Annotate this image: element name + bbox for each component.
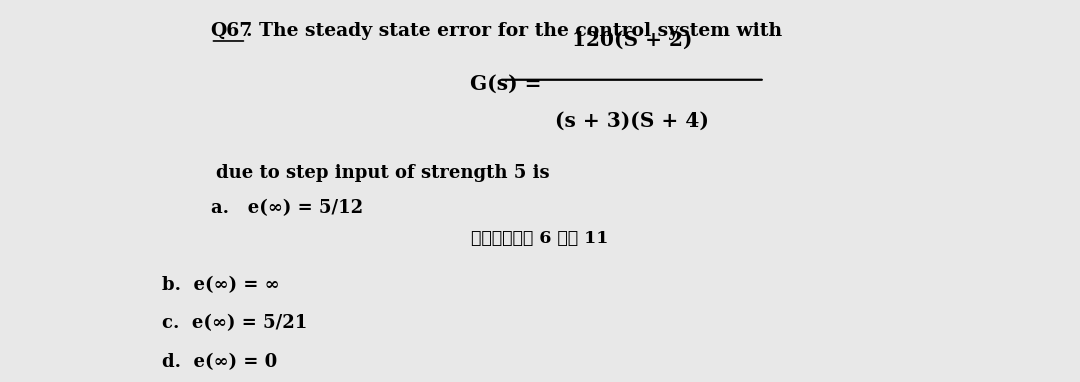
Text: due to step input of strength 5 is: due to step input of strength 5 is (216, 164, 550, 182)
Text: d.  e(∞) = 0: d. e(∞) = 0 (162, 353, 278, 371)
Text: a.   e(∞) = 5/12: a. e(∞) = 5/12 (211, 199, 363, 217)
Text: c.  e(∞) = 5/21: c. e(∞) = 5/21 (162, 314, 308, 332)
Text: 120(S + 2): 120(S + 2) (571, 30, 692, 50)
Text: b.  e(∞) = ∞: b. e(∞) = ∞ (162, 276, 280, 294)
Text: Q67: Q67 (211, 22, 253, 40)
Text: G(s) =: G(s) = (470, 74, 541, 94)
Text: الصفحة 6 من 11: الصفحة 6 من 11 (471, 230, 609, 248)
Text: . The steady state error for the control system with: . The steady state error for the control… (246, 22, 782, 40)
Text: (s + 3)(S + 4): (s + 3)(S + 4) (555, 111, 708, 131)
